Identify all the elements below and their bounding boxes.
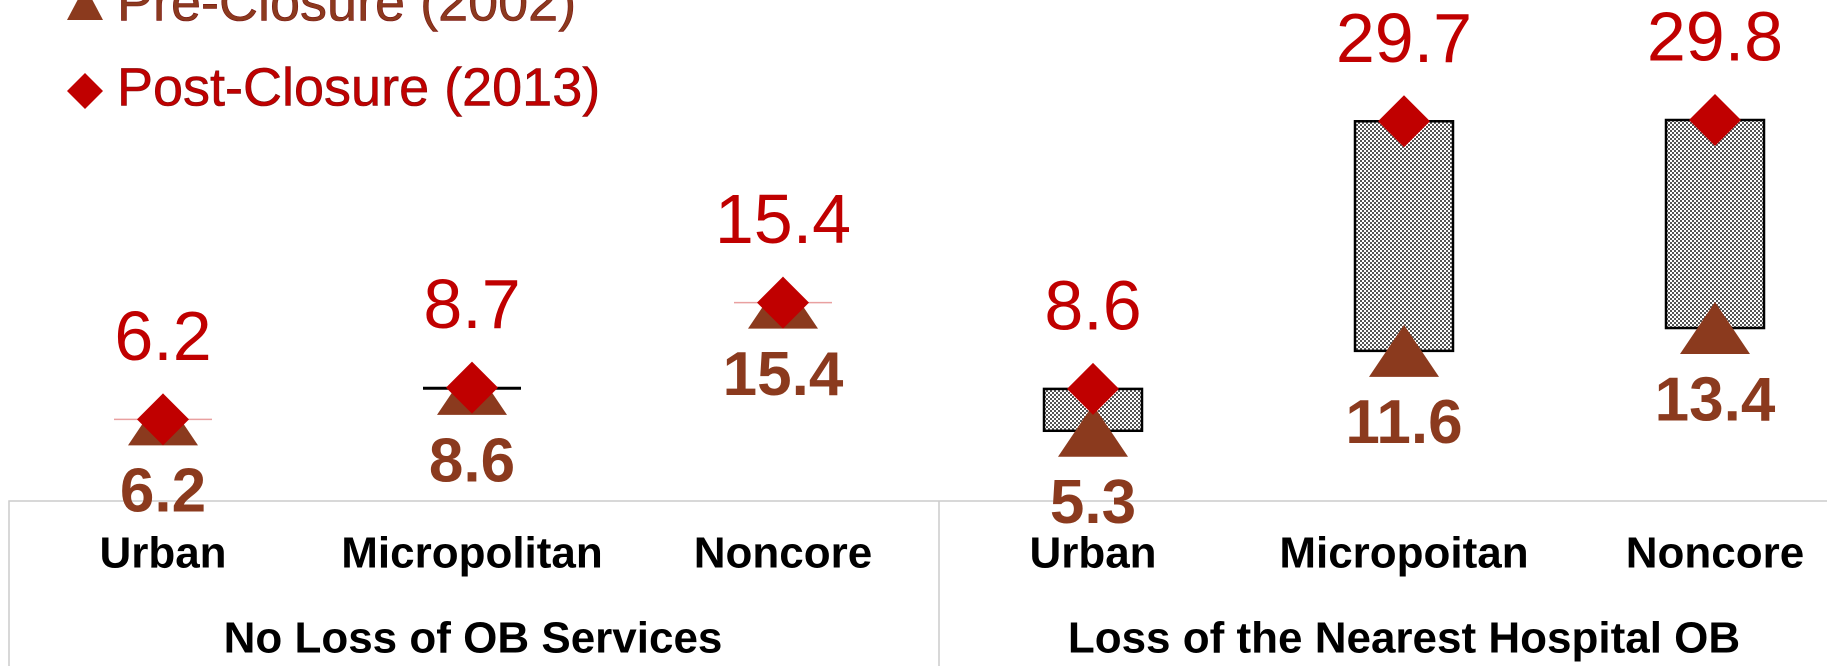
pre-marker — [1369, 324, 1439, 377]
category-label: Urban — [1029, 529, 1156, 578]
legend-label: Pre-Closure (2002) — [117, 0, 576, 32]
legend-marker — [67, 73, 103, 109]
post-marker — [446, 361, 498, 414]
pre-value-label: 15.4 — [723, 340, 844, 409]
group-label: No Loss of OB Services — [224, 614, 723, 663]
post-value-label: 8.6 — [1044, 266, 1141, 344]
category-label: Noncore — [694, 529, 872, 578]
category-label: Micropolitan — [341, 529, 603, 578]
pre-value-label: 8.6 — [429, 426, 515, 495]
post-value-label: 6.2 — [114, 297, 211, 375]
category-label: Urban — [99, 529, 226, 578]
post-marker — [1067, 362, 1119, 415]
pre-value-label: 11.6 — [1345, 388, 1462, 457]
range-bar — [1664, 118, 1766, 330]
post-value-label: 8.7 — [423, 265, 520, 343]
post-marker — [757, 276, 809, 329]
post-value-label: 29.8 — [1647, 0, 1783, 75]
post-marker — [1378, 95, 1430, 148]
post-marker — [1689, 94, 1741, 146]
category-label: Micropoitan — [1279, 529, 1528, 578]
post-value-label: 15.4 — [715, 180, 851, 258]
legend-marker — [67, 0, 103, 20]
post-marker — [137, 393, 189, 446]
pre-value-label: 5.3 — [1050, 468, 1136, 537]
post-value-label: 29.7 — [1336, 0, 1472, 77]
category-label: Noncore — [1626, 529, 1804, 578]
pre-value-label: 13.4 — [1655, 365, 1776, 434]
group-label: Loss of the Nearest Hospital OB — [1068, 614, 1740, 663]
range-bar — [1353, 120, 1455, 353]
pre-marker — [1680, 302, 1750, 355]
category-table — [8, 500, 1827, 666]
pre-value-label: 6.2 — [120, 457, 206, 526]
legend-label: Post-Closure (2013) — [117, 57, 600, 117]
pre-marker — [1058, 404, 1128, 457]
